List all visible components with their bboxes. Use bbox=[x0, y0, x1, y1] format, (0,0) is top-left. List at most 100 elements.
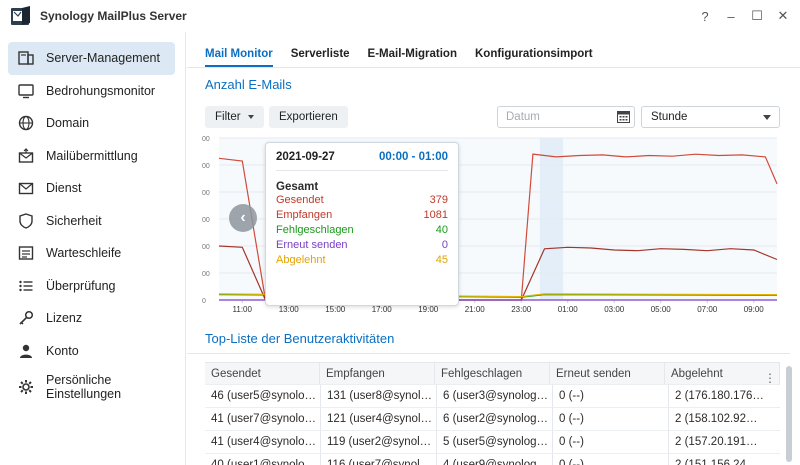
minimize-icon[interactable]: – bbox=[727, 8, 735, 24]
table-cell: 41 (user7@synolo… bbox=[205, 408, 321, 430]
tooltip-row-value: 45 bbox=[435, 254, 448, 266]
table-cell: 6 (user3@synolog… bbox=[437, 385, 553, 407]
sidebar-item-label: Sicherheit bbox=[46, 213, 102, 228]
x-tick-label: 23:00 bbox=[511, 305, 532, 314]
key-icon bbox=[18, 310, 34, 326]
sidebar-item-service[interactable]: Dienst bbox=[8, 172, 175, 205]
sidebar-item-label: Konto bbox=[46, 343, 79, 358]
table-row[interactable]: 40 (user1@synolo… 116 (user7@synol… 4 (use… bbox=[205, 454, 780, 465]
sidebar-item-security[interactable]: Sicherheit bbox=[8, 205, 175, 238]
column-header-failed[interactable]: Fehlgeschlagen bbox=[435, 363, 550, 384]
section-title-email-count: Anzahl E-Mails bbox=[205, 77, 292, 92]
table-scrollbar[interactable] bbox=[786, 366, 792, 462]
tab-config-import[interactable]: Konfigurationsimport bbox=[475, 48, 593, 60]
user-icon bbox=[18, 343, 34, 359]
column-header-resend[interactable]: Erneut senden bbox=[550, 363, 665, 384]
x-tick-label: 17:00 bbox=[372, 305, 393, 314]
tooltip-date: 2021-09-27 bbox=[276, 151, 335, 163]
tab-mail-monitor[interactable]: Mail Monitor bbox=[205, 48, 273, 67]
chevron-down-icon bbox=[247, 114, 254, 119]
table-cell: 5 (user5@synolog… bbox=[437, 431, 553, 453]
sidebar: Server-Management Bedrohungsmonitor Doma… bbox=[0, 32, 186, 465]
tooltip-row-label: Gesendet bbox=[276, 194, 324, 206]
x-tick-label: 05:00 bbox=[651, 305, 672, 314]
tooltip-row: Gesendet 379 bbox=[276, 193, 448, 208]
table-cell: 2 (158.102.92… bbox=[675, 413, 758, 425]
filter-button[interactable]: Filter bbox=[205, 106, 264, 128]
chevron-left-icon: ‹ bbox=[240, 209, 246, 226]
table-cell: 0 (--) bbox=[553, 431, 669, 453]
x-tick-label: 15:00 bbox=[325, 305, 346, 314]
sidebar-item-personal-settings[interactable]: Persönliche Einstellungen bbox=[8, 367, 175, 407]
tab-bar: Mail Monitor Serverliste E-Mail-Migratio… bbox=[187, 32, 800, 68]
tooltip-row-label: Erneut senden bbox=[276, 239, 348, 251]
queue-icon bbox=[18, 245, 34, 261]
table-header: Gesendet Empfangen Fehlgeschlagen Erneut… bbox=[205, 362, 780, 385]
date-input[interactable]: Datum bbox=[497, 106, 635, 128]
sidebar-item-label: Bedrohungsmonitor bbox=[46, 83, 156, 98]
date-placeholder: Datum bbox=[506, 111, 540, 123]
sidebar-item-label: Dienst bbox=[46, 181, 82, 196]
tab-server-list[interactable]: Serverliste bbox=[290, 48, 350, 60]
sidebar-item-mail-delivery[interactable]: Mailübermittlung bbox=[8, 140, 175, 173]
sidebar-item-account[interactable]: Konto bbox=[8, 335, 175, 368]
sidebar-item-label: Lizenz bbox=[46, 311, 83, 326]
tooltip-row-label: Fehlgeschlagen bbox=[276, 224, 354, 236]
calendar-icon[interactable] bbox=[617, 110, 630, 123]
table-cell: 40 (user1@synolo… bbox=[205, 454, 321, 465]
table-row[interactable]: 41 (user7@synolo… 121 (user4@synol… 6 (use… bbox=[205, 408, 780, 431]
table-cell: 6 (user2@synolog… bbox=[437, 408, 553, 430]
close-icon[interactable]: ✕ bbox=[777, 8, 789, 23]
chart-toolbar: Filter Exportieren Datum Stunde bbox=[205, 106, 780, 129]
table-cell: 4 (user9@synolog… bbox=[437, 454, 553, 465]
tooltip-row-value: 379 bbox=[429, 194, 448, 206]
y-tick-label: 00 bbox=[202, 244, 210, 251]
y-tick-label: 00 bbox=[202, 271, 210, 278]
filter-button-label: Filter bbox=[215, 111, 241, 123]
table-cell: 46 (user5@synolo… bbox=[205, 385, 321, 407]
x-tick-label: 21:00 bbox=[465, 305, 486, 314]
sidebar-item-server-management[interactable]: Server-Management bbox=[8, 42, 175, 75]
more-options-icon[interactable]: ⋮ bbox=[764, 371, 776, 385]
sidebar-item-label: Überprüfung bbox=[46, 278, 116, 293]
table-cell: 2 (151.156.24… bbox=[675, 459, 758, 465]
column-header-sent[interactable]: Gesendet bbox=[205, 363, 320, 384]
globe-icon bbox=[18, 115, 34, 131]
y-tick-label: 00 bbox=[202, 163, 210, 170]
table-row[interactable]: 46 (user5@synolo… 131 (user8@synol… 6 (use… bbox=[205, 385, 780, 408]
server-icon bbox=[18, 50, 34, 66]
export-button[interactable]: Exportieren bbox=[269, 106, 348, 128]
sidebar-item-license[interactable]: Lizenz bbox=[8, 302, 175, 335]
chart-tooltip: 2021-09-27 00:00 - 01:00 Gesamt Gesendet… bbox=[265, 142, 459, 306]
x-tick-label: 03:00 bbox=[604, 305, 625, 314]
x-tick-label: 19:00 bbox=[418, 305, 439, 314]
tooltip-row-label: Empfangen bbox=[276, 209, 333, 221]
mail-icon bbox=[18, 180, 34, 196]
tooltip-row: Abgelehnt 45 bbox=[276, 253, 448, 268]
tab-email-migration[interactable]: E-Mail-Migration bbox=[367, 48, 457, 60]
title-bar: Synology MailPlus Server ? – ☐ ✕ bbox=[0, 0, 800, 32]
chevron-down-icon bbox=[763, 115, 771, 120]
sidebar-item-threat-monitor[interactable]: Bedrohungsmonitor bbox=[8, 75, 175, 108]
x-tick-label: 09:00 bbox=[744, 305, 765, 314]
x-tick-label: 13:00 bbox=[279, 305, 300, 314]
y-tick-label: 0 bbox=[202, 298, 206, 305]
sidebar-item-queue[interactable]: Warteschleife bbox=[8, 237, 175, 270]
sidebar-item-label: Domain bbox=[46, 116, 90, 131]
monitor-icon bbox=[18, 83, 34, 99]
sidebar-item-audit[interactable]: Überprüfung bbox=[8, 270, 175, 303]
table-row[interactable]: 41 (user4@synolo… 119 (user2@synol… 5 (use… bbox=[205, 431, 780, 454]
tooltip-time-range: 00:00 - 01:00 bbox=[378, 151, 448, 163]
interval-select[interactable]: Stunde bbox=[641, 106, 780, 128]
x-tick-label: 01:00 bbox=[558, 305, 579, 314]
sidebar-item-domain[interactable]: Domain bbox=[8, 107, 175, 140]
help-icon[interactable]: ? bbox=[701, 8, 709, 24]
table-cell: 0 (--) bbox=[553, 408, 669, 430]
chart-previous-button[interactable]: ‹ bbox=[229, 204, 257, 232]
maximize-icon[interactable]: ☐ bbox=[751, 8, 763, 23]
tooltip-row: Empfangen 1081 bbox=[276, 208, 448, 223]
section-title-user-activity: Top-Liste der Benutzeraktivitäten bbox=[187, 324, 790, 354]
tooltip-row-label: Abgelehnt bbox=[276, 254, 326, 266]
column-header-received[interactable]: Empfangen bbox=[320, 363, 435, 384]
column-header-rejected[interactable]: Abgelehnt bbox=[665, 363, 780, 384]
